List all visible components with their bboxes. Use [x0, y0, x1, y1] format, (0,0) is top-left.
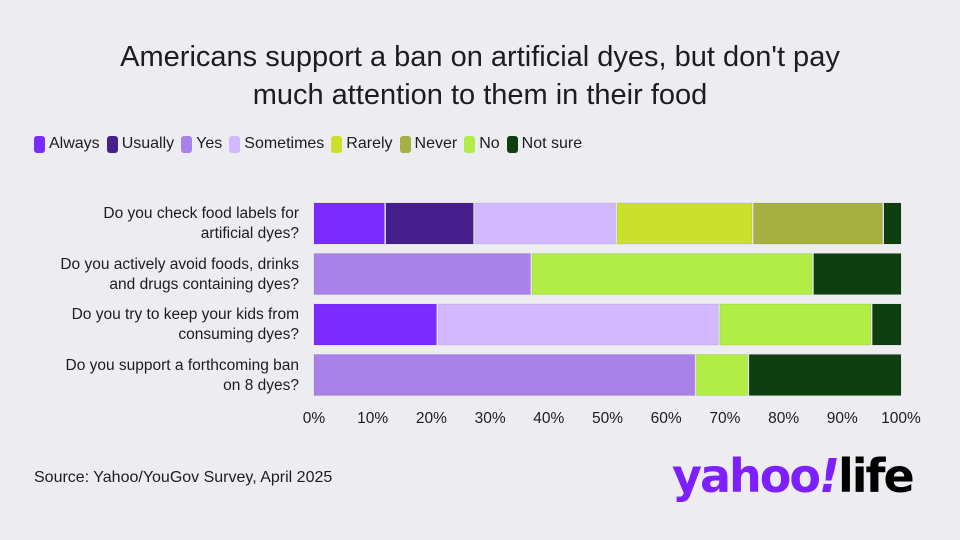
bar-segment-sometimes [474, 202, 617, 245]
legend-item-always: Always [34, 135, 100, 153]
legend-item-usually: Usually [106, 135, 175, 153]
y-category-label-line: Do you try to keep your kids from [71, 306, 299, 323]
y-category-label-1: Do you check food labels for artificial d… [9, 204, 299, 244]
bar-segment-yes [313, 354, 696, 396]
x-tick-label: 100% [881, 410, 921, 427]
y-category-label-line: on 8 dyes? [223, 376, 299, 394]
logo-life-text: life [837, 449, 915, 503]
y-category-label-3: Do you try to keep your kids from consumi… [9, 305, 299, 345]
x-tick-label: 50% [592, 410, 623, 427]
legend-label: Always [49, 135, 100, 152]
x-tick-label: 60% [651, 410, 682, 427]
x-tick-label: 0% [303, 410, 326, 427]
legend-swatch [181, 135, 193, 153]
bar-segment-not-sure [871, 303, 902, 346]
legend-item-sometimes: Sometimes [229, 135, 324, 153]
bar-segment-not-sure [748, 354, 902, 396]
legend-item-no: No [464, 135, 500, 153]
y-category-label-line: Do you check food labels for [103, 205, 299, 222]
logo-exclamation: ! [818, 449, 840, 503]
legend-label: No [479, 135, 500, 152]
bar-segment-no [531, 253, 813, 295]
legend-item-yes: Yes [181, 135, 222, 153]
bar-segment-no [719, 303, 872, 346]
bar-row-3 [313, 303, 902, 346]
legend-swatch [229, 135, 241, 153]
x-tick-label: 40% [533, 410, 564, 427]
y-category-label-line: Do you actively avoid foods, drinks [60, 255, 299, 273]
legend-item-rarely: Rarely [331, 135, 393, 153]
legend-label: Rarely [346, 135, 393, 152]
yahoo-life-logo: yahoo!life [672, 446, 915, 506]
x-tick-label: 80% [768, 410, 799, 427]
bar-segment-not-sure [883, 202, 902, 245]
chart-legend: Always Usually Yes Sometimes Rarely Never No No… [34, 135, 589, 153]
x-tick-label: 20% [416, 410, 447, 427]
legend-swatch [506, 135, 518, 153]
y-category-label-line: artificial dyes? [200, 225, 299, 242]
logo-yahoo-text: yahoo [672, 449, 821, 503]
legend-swatch [464, 135, 476, 153]
chart-title: Americans support a ban on artificial dy… [0, 38, 960, 114]
bar-segment-no [695, 354, 749, 396]
legend-label: Yes [196, 135, 223, 152]
legend-label: Not sure [521, 135, 583, 152]
x-tick-label: 30% [475, 410, 506, 427]
legend-item-never: Never [399, 135, 458, 153]
x-tick-label: 10% [357, 410, 388, 427]
bar-segment-rarely [616, 202, 753, 245]
bar-row-4 [313, 354, 902, 396]
x-tick-label: 90% [827, 410, 858, 427]
bar-segment-always [313, 202, 385, 245]
chart-title-line-1: Americans support a ban on artificial dy… [120, 41, 840, 73]
bar-segment-sometimes [437, 303, 719, 346]
y-category-label-line: consuming dyes? [178, 326, 299, 343]
y-category-label-line: Do you support a forthcoming ban [65, 356, 300, 374]
y-category-label-line: and drugs containing dyes? [109, 275, 299, 293]
y-category-label-2: Do you actively avoid foods, drinks and d… [9, 255, 299, 295]
legend-swatch [34, 135, 45, 153]
legend-item-not-sure: Not sure [506, 135, 583, 153]
bar-segment-yes [313, 253, 531, 295]
bar-row-2 [313, 253, 902, 295]
bar-segment-always [313, 303, 438, 346]
legend-label: Sometimes [244, 135, 325, 152]
legend-label: Never [414, 135, 458, 152]
x-tick-label: 70% [709, 410, 740, 427]
bar-row-1 [313, 202, 902, 245]
chart-title-line-2: much attention to them in their food [252, 79, 708, 111]
legend-label: Usually [121, 135, 175, 152]
legend-swatch [399, 135, 411, 153]
bar-segment-usually [385, 202, 474, 245]
bar-segment-not-sure [813, 253, 902, 295]
y-category-label-4: Do you support a forthcoming ban on 8 dye… [9, 356, 300, 396]
source-note: Source: Yahoo/YouGov Survey, April 2025 [34, 469, 333, 486]
bar-segment-never [753, 202, 883, 245]
legend-swatch [106, 135, 118, 153]
legend-swatch [331, 135, 343, 153]
